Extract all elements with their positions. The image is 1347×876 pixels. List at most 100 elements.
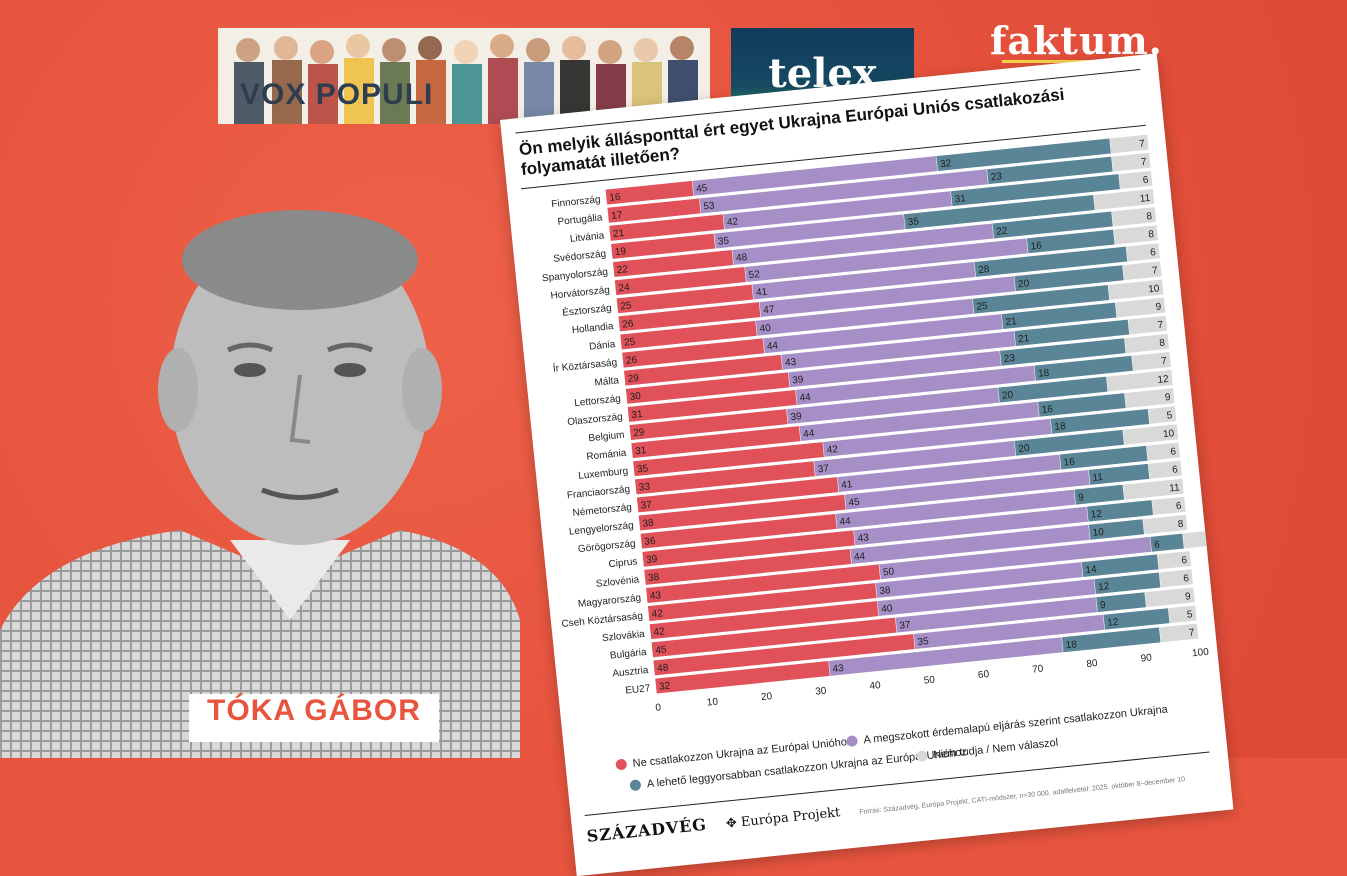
bar-segment (609, 214, 725, 241)
legend-swatch (615, 758, 628, 771)
data-label: 9 (1155, 301, 1162, 313)
bar-segment (622, 338, 765, 368)
bar-segment (759, 276, 1016, 318)
data-label: 41 (756, 287, 769, 299)
bar-segment (1148, 460, 1182, 479)
bar-segment (1131, 351, 1171, 371)
bar-segment (1093, 188, 1155, 210)
bar-segment (1152, 496, 1186, 515)
category-label: Ausztria (612, 665, 649, 680)
data-label: 35 (907, 216, 920, 228)
category-label: Belgium (588, 430, 625, 445)
category-label: Hollandia (571, 321, 614, 336)
bar-segment (1034, 355, 1133, 381)
bar-segment (655, 660, 830, 694)
person-photo (0, 210, 520, 758)
category-label: Luxemburg (578, 466, 629, 482)
bar-segment (1124, 388, 1175, 408)
bar-segment (1122, 424, 1179, 445)
bar-segment (1124, 333, 1170, 354)
bar-segment (644, 549, 852, 585)
category-label: Lengyelország (568, 520, 634, 538)
data-label: 7 (1161, 356, 1168, 368)
bar-segment (1159, 569, 1193, 588)
data-label: 43 (832, 663, 845, 675)
bar-segment (651, 617, 897, 658)
bar-segment (692, 156, 938, 196)
data-label: 40 (759, 323, 772, 335)
bar-segment (1037, 393, 1126, 417)
category-label: Németország (572, 502, 632, 519)
data-label: 37 (899, 620, 912, 632)
x-tick-label: 70 (1032, 663, 1045, 675)
bar-segment (616, 284, 754, 314)
data-label: 10 (1148, 283, 1161, 295)
bar-segment (1115, 297, 1166, 318)
bar-segment (636, 477, 839, 513)
category-label: Horvátország (550, 285, 610, 302)
bar-segment (607, 198, 701, 223)
bar-segment (744, 238, 1028, 282)
data-label: 6 (1170, 446, 1177, 458)
data-label: 12 (1098, 581, 1111, 593)
data-label: 10 (1163, 428, 1176, 440)
data-label: 9 (1185, 591, 1192, 603)
data-label: 42 (726, 216, 739, 228)
category-label: Románia (586, 448, 627, 463)
data-label: 43 (649, 590, 662, 602)
bar-segment (1111, 207, 1157, 227)
bar-segment (629, 409, 788, 440)
data-label: 50 (883, 566, 896, 578)
bar-segment (1014, 429, 1125, 456)
bar-segment (755, 298, 974, 336)
data-label: 16 (1063, 457, 1076, 469)
category-label: Észtország (562, 301, 613, 319)
data-label: 20 (1018, 443, 1031, 455)
bar-segment (605, 180, 694, 205)
legend-swatch (915, 750, 928, 763)
bar-segment (1111, 152, 1151, 172)
bar-segment (1148, 406, 1177, 424)
data-label: 52 (748, 269, 761, 281)
legend-item: Nem tudja / Nem válaszol (915, 737, 1059, 763)
data-label: 7 (1140, 157, 1147, 169)
bar-segment (903, 195, 1095, 230)
bar-segment (1014, 265, 1124, 292)
data-label: 5 (1186, 609, 1193, 621)
category-label: Lettország (574, 393, 622, 409)
bar-segment (837, 454, 1061, 493)
bar-segment (642, 530, 855, 567)
data-label: 35 (637, 463, 650, 475)
data-label: 43 (785, 357, 798, 369)
bar-segment (640, 513, 837, 549)
vox-populi-text: VOX POPULI (240, 78, 434, 111)
bar-segment (1123, 478, 1184, 500)
category-label: EU27 (625, 683, 651, 697)
category-label: Görögország (577, 538, 636, 555)
data-label: 43 (857, 532, 870, 544)
bar-segment (1150, 533, 1184, 552)
data-label: 44 (854, 551, 867, 563)
bar-segment (813, 440, 1016, 477)
data-label: 7 (1139, 138, 1146, 150)
data-label: 9 (1078, 492, 1085, 504)
bar-segment (913, 614, 1105, 649)
data-label: 22 (616, 264, 629, 276)
category-label: Bulgária (609, 647, 647, 662)
data-label: 23 (990, 171, 1003, 183)
bar-segment (1157, 551, 1192, 570)
data-label: 18 (1065, 639, 1078, 651)
x-tick-label: 10 (706, 697, 719, 709)
bar-segment (1096, 592, 1146, 613)
data-label: 39 (792, 374, 805, 386)
bar-segment (875, 562, 1083, 598)
data-label: 7 (1188, 627, 1195, 639)
name-plate: TÓKA GÁBOR (189, 694, 439, 742)
data-label: 42 (653, 626, 666, 638)
data-label: 19 (614, 246, 627, 258)
data-label: 18 (1038, 368, 1051, 380)
data-label: 38 (879, 585, 892, 597)
data-label: 23 (1003, 353, 1016, 365)
data-label: 31 (954, 193, 967, 205)
data-label: 8 (1148, 229, 1155, 241)
